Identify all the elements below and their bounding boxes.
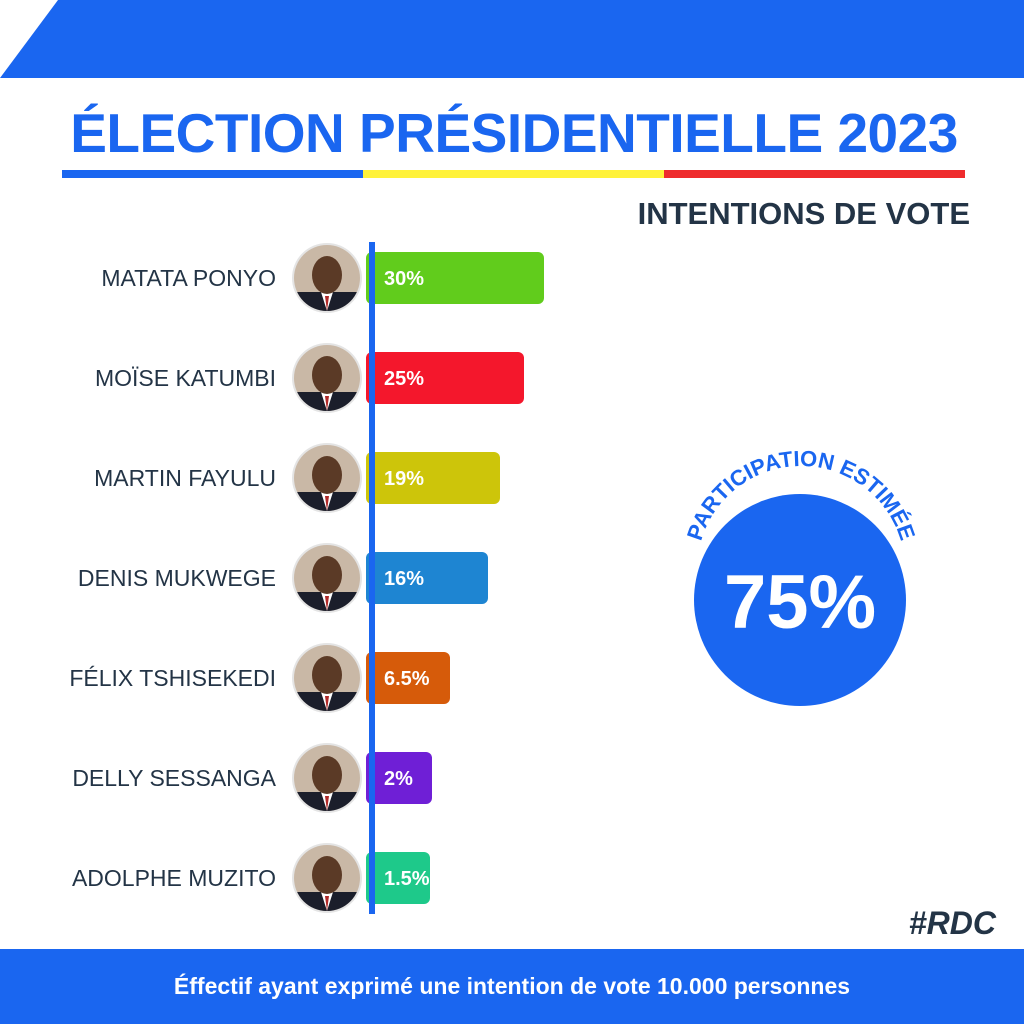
candidate-label: MARTIN FAYULU xyxy=(94,465,276,491)
bar-axis-line xyxy=(369,242,375,914)
bar xyxy=(366,452,500,504)
candidate-label: ADOLPHE MUZITO xyxy=(72,865,276,891)
candidate-label: MATATA PONYO xyxy=(101,265,276,291)
avatar-icon xyxy=(292,343,362,413)
bar-value-label: 2% xyxy=(384,768,413,790)
footer-bar: Éffectif ayant exprimé une intention de … xyxy=(0,949,1024,1024)
top-banner-notch xyxy=(0,0,58,78)
top-banner xyxy=(0,0,1024,78)
flag-stripe-yellow xyxy=(363,170,664,178)
bar xyxy=(366,352,524,404)
bars-layer: 30% 25% 19% 16% 6.5% 2% 1.5% xyxy=(366,252,544,904)
chart-subtitle: INTENTIONS DE VOTE xyxy=(637,196,970,231)
avatar-icon xyxy=(292,443,362,513)
bar-value-label: 1.5% xyxy=(384,868,430,890)
candidate-label: FÉLIX TSHISEKEDI xyxy=(69,665,276,691)
avatar-icon xyxy=(292,743,362,813)
bar xyxy=(366,552,488,604)
avatar-icon xyxy=(292,243,362,313)
bar-value-label: 16% xyxy=(384,568,424,590)
hashtag: #RDC xyxy=(908,905,996,941)
candidate-label: MOÏSE KATUMBI xyxy=(95,365,276,391)
candidate-label: DELLY SESSANGA xyxy=(72,765,276,791)
participation-value: 75% xyxy=(723,560,877,645)
bar xyxy=(366,652,450,704)
bar xyxy=(366,752,432,804)
bar xyxy=(366,252,544,304)
bar-value-label: 6.5% xyxy=(384,668,430,690)
bar-value-label: 30% xyxy=(384,268,424,290)
footer-text: Éffectif ayant exprimé une intention de … xyxy=(173,973,851,999)
bar-value-label: 25% xyxy=(384,368,424,390)
avatar-icon xyxy=(292,643,362,713)
labels-layer: MATATA PONYO MOÏSE KATUMBI MARTIN FAYULU DE… xyxy=(69,265,276,891)
avatars-layer xyxy=(292,243,362,913)
participation-circle xyxy=(694,494,906,706)
bar-value-label: 19% xyxy=(384,468,424,490)
bar xyxy=(366,852,430,904)
flag-stripe-blue xyxy=(62,170,363,178)
page-title: ÉLECTION PRÉSIDENTIELLE 2023 xyxy=(70,102,958,164)
avatar-icon xyxy=(292,543,362,613)
avatar-icon xyxy=(292,843,362,913)
participation-badge: PARTICIPATION ESTIMÉE 75% xyxy=(670,450,930,720)
candidate-label: DENIS MUKWEGE xyxy=(78,565,276,591)
flag-stripe-red xyxy=(664,170,965,178)
